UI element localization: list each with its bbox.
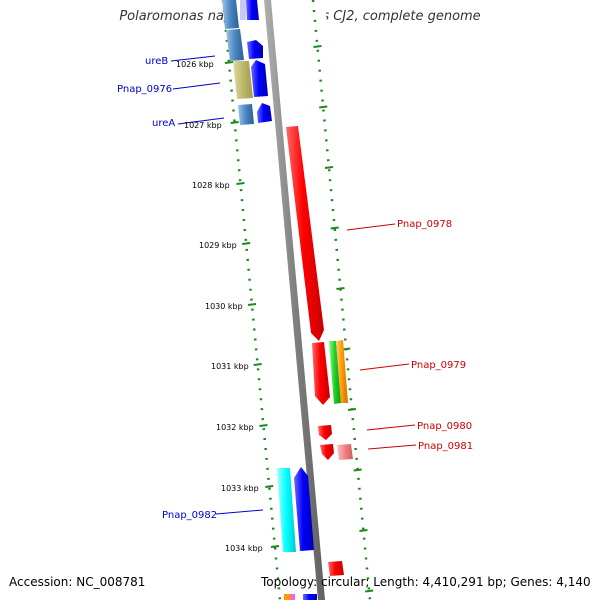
gene-label-pnap-0978[interactable]: Pnap_0978 <box>397 219 452 230</box>
gene-pnap-0979[interactable] <box>312 342 330 405</box>
scale-label-1032: 1032 kbp <box>216 423 254 432</box>
gene-label-pnap-0976[interactable]: Pnap_0976 <box>117 84 172 95</box>
gene-label-pnap-0980[interactable]: Pnap_0980 <box>417 421 472 432</box>
gene-label-ureB[interactable]: ureB <box>145 56 168 67</box>
scale-label-1031: 1031 kbp <box>211 362 249 371</box>
outer-dotted-ring <box>311 0 372 600</box>
scale-tick-7 <box>265 485 274 488</box>
outer-tick-4 <box>336 287 345 290</box>
gene-pnap-0979-orange[interactable] <box>336 340 348 403</box>
gene-top-lavender[interactable] <box>240 0 246 20</box>
scale-tick-3 <box>242 242 251 245</box>
scale-ticks <box>224 45 374 593</box>
outer-tick-0 <box>313 45 322 48</box>
gene-ureA[interactable] <box>257 103 272 123</box>
outer-tick-6 <box>347 408 357 411</box>
scale-tick-5 <box>253 363 262 366</box>
scale-label-1034: 1034 kbp <box>225 544 263 553</box>
gene-pnap-0981-red[interactable] <box>320 444 334 460</box>
gene-bottom-red[interactable] <box>328 561 344 576</box>
gene-label-pnap-0982[interactable]: Pnap_0982 <box>162 510 217 521</box>
gene-pnap-0980[interactable] <box>318 425 332 440</box>
scale-label-1033: 1033 kbp <box>221 484 259 493</box>
callout-pnap-0981 <box>367 444 417 450</box>
gene-label-pnap-0979[interactable]: Pnap_0979 <box>411 360 466 371</box>
scale-tick-6 <box>259 424 268 427</box>
scale-label-1030: 1030 kbp <box>205 302 243 311</box>
gene-top-steel[interactable] <box>222 0 239 29</box>
gene-pnap-0981-pink[interactable] <box>337 444 353 460</box>
gene-pnap-0976-blue[interactable] <box>251 60 268 97</box>
accession-text: Accession: NC_008781 <box>9 575 146 589</box>
inner-dotted-ring <box>221 0 282 600</box>
outer-tick-7 <box>353 468 362 472</box>
callout-ureB <box>170 55 216 62</box>
callout-pnap-0982 <box>215 509 264 515</box>
scale-tick-1 <box>230 121 239 124</box>
gene-bottom-multi[interactable] <box>284 594 317 600</box>
gene-pnap-0982[interactable] <box>294 467 314 551</box>
gene-label-ureA[interactable]: ureA <box>152 118 175 129</box>
gene-pnap-0979-green[interactable] <box>329 341 341 404</box>
callout-pnap-0976 <box>172 82 221 90</box>
gene-pnap-0978[interactable] <box>286 126 324 341</box>
scale-tick-2 <box>236 182 245 185</box>
gene-ureB[interactable] <box>247 40 263 59</box>
scale-tick-0 <box>224 61 234 64</box>
outer-tick-2 <box>324 166 334 169</box>
genome-backbone <box>264 0 325 600</box>
scale-label-1027: 1027 kbp <box>184 121 222 130</box>
gene-pnap-0982-cyan[interactable] <box>277 468 296 552</box>
gene-pnap-0976[interactable] <box>233 61 253 99</box>
scale-label-1028: 1028 kbp <box>192 181 230 190</box>
gene-ureB-steel[interactable] <box>226 29 244 61</box>
gene-label-pnap-0981[interactable]: Pnap_0981 <box>418 441 473 452</box>
topology-text: Topology: circular; Length: 4,410,291 bp… <box>261 575 591 589</box>
outer-tick-1 <box>319 105 328 109</box>
scale-label-1026: 1026 kbp <box>176 60 214 69</box>
scale-label-1029: 1029 kbp <box>199 241 237 250</box>
outer-tick-3 <box>330 226 339 230</box>
outer-tick-9 <box>365 589 374 593</box>
callout-pnap-0979 <box>359 363 410 371</box>
scale-tick-8 <box>270 545 280 548</box>
callout-pnap-0980 <box>366 424 416 431</box>
scale-tick-4 <box>247 303 257 306</box>
callout-pnap-0978 <box>346 223 396 231</box>
outer-tick-8 <box>359 529 368 532</box>
gene-ureA-steel[interactable] <box>238 104 254 125</box>
callout-ureA <box>177 117 225 125</box>
forward-track-band <box>225 0 322 600</box>
gene-top-blue[interactable] <box>246 0 259 20</box>
